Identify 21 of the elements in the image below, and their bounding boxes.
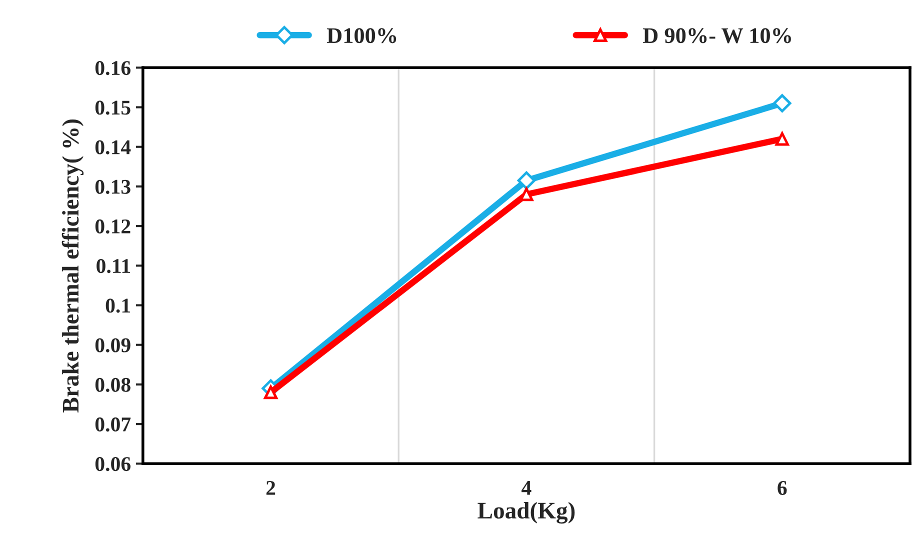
y-tick-label: 0.06 <box>95 457 130 472</box>
y-tick-label: 0.08 <box>95 378 130 392</box>
y-tick-label: 0.1 <box>106 298 130 313</box>
x-tick-label: 4 <box>522 481 532 495</box>
legend-label: D 90%- W 10% <box>642 28 791 44</box>
x-tick-label: 2 <box>266 480 276 495</box>
point <box>773 94 792 112</box>
y-tick-label: 0.16 <box>95 61 130 76</box>
y-axis-title: Brake thermal efficiency( %) <box>62 120 84 412</box>
y-tick-label: 0.14 <box>95 140 131 154</box>
y-tick-label: 0.09 <box>95 338 130 352</box>
point <box>517 171 536 190</box>
y-tick-label: 0.07 <box>95 417 131 432</box>
x-tick-label: 6 <box>778 480 787 495</box>
y-tick-label: 0.13 <box>95 180 130 194</box>
y-tick-label: 0.11 <box>96 259 130 274</box>
x-axis-title: Load(Kg) <box>478 502 575 524</box>
point <box>775 132 789 146</box>
y-tick-label: 0.12 <box>95 219 130 234</box>
y-tick-label: 0.15 <box>95 100 130 115</box>
legend-label: D100% <box>326 28 396 44</box>
